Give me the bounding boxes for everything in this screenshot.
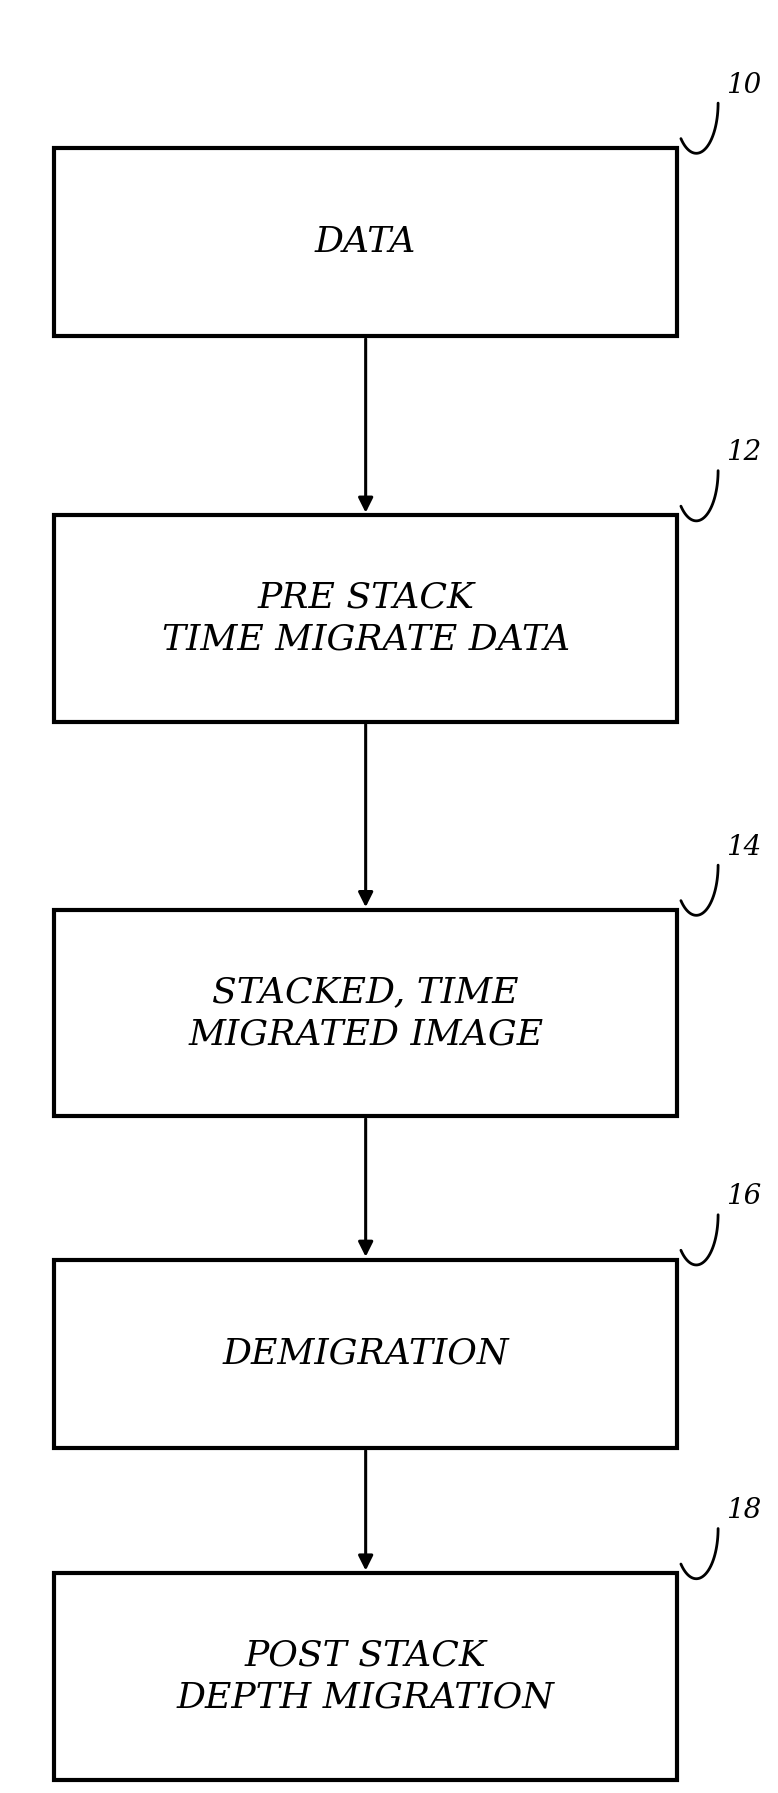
Bar — [54, 909, 677, 1115]
Bar — [54, 516, 677, 721]
Text: STACKED, TIME
MIGRATED IMAGE: STACKED, TIME MIGRATED IMAGE — [188, 975, 543, 1051]
Bar — [54, 1259, 677, 1449]
Text: DEMIGRATION: DEMIGRATION — [223, 1338, 509, 1370]
Text: 12: 12 — [726, 439, 761, 466]
Text: 16: 16 — [726, 1183, 761, 1210]
Text: POST STACK
DEPTH MIGRATION: POST STACK DEPTH MIGRATION — [177, 1639, 555, 1714]
Bar — [54, 149, 677, 337]
Text: 14: 14 — [726, 834, 761, 861]
Text: 18: 18 — [726, 1497, 761, 1524]
Text: PRE STACK
TIME MIGRATE DATA: PRE STACK TIME MIGRATE DATA — [162, 581, 569, 656]
Text: 10: 10 — [726, 72, 761, 99]
Bar — [54, 1574, 677, 1779]
Text: DATA: DATA — [315, 226, 416, 258]
